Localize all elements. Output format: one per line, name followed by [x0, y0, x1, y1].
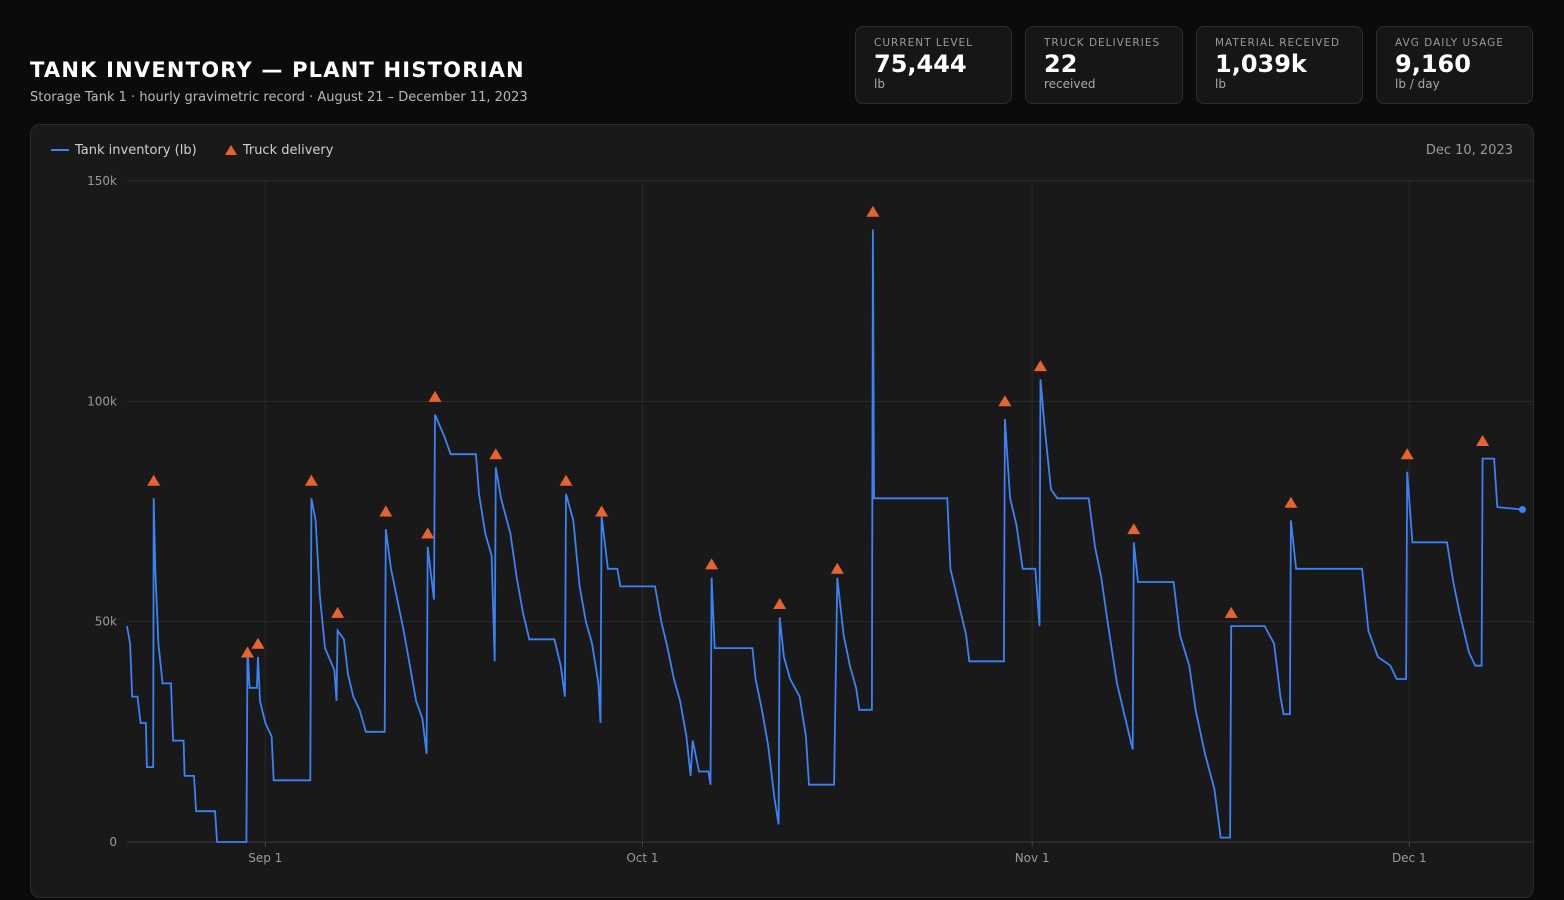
- kpi-value: 22: [1044, 50, 1078, 78]
- x-tick-label: Oct 1: [626, 851, 658, 865]
- page-header: TANK INVENTORY — PLANT HISTORIAN Storage…: [0, 0, 1564, 124]
- delivery-marker: [998, 395, 1012, 407]
- delivery-marker: [251, 637, 265, 649]
- y-tick-label: 50k: [95, 615, 117, 629]
- legend-item-delivery[interactable]: Truck delivery: [224, 143, 334, 158]
- kpi-label: TRUCK DELIVERIES: [1044, 37, 1161, 49]
- kpi-unit: lb: [874, 77, 885, 91]
- delivery-marker: [379, 505, 393, 517]
- kpi-unit: lb: [1215, 77, 1226, 91]
- hover-date-readout: Dec 10, 2023: [1425, 143, 1513, 158]
- delivery-marker: [830, 562, 844, 574]
- line-swatch-icon: [51, 148, 69, 151]
- inventory-series-line: [126, 229, 1523, 843]
- kpi-label: CURRENT LEVEL: [874, 37, 973, 49]
- y-tick-label: 100k: [87, 394, 117, 408]
- kpi-value: 9,160: [1395, 50, 1471, 78]
- kpi-card-material-received: MATERIAL RECEIVED 1,039k lb: [1196, 26, 1363, 104]
- delivery-marker: [1224, 606, 1238, 618]
- delivery-marker: [1476, 435, 1490, 446]
- delivery-marker: [773, 598, 787, 609]
- kpi-label: MATERIAL RECEIVED: [1215, 37, 1341, 49]
- legend-item-inventory[interactable]: Tank inventory (lb): [51, 143, 197, 158]
- delivery-marker: [559, 474, 573, 486]
- delivery-marker: [428, 390, 442, 402]
- x-tick-label: Sep 1: [248, 851, 282, 865]
- kpi-card-truck-deliveries: TRUCK DELIVERIES 22 received: [1025, 26, 1183, 104]
- page-subtitle: Storage Tank 1 · hourly gravimetric reco…: [30, 90, 528, 105]
- chart-panel: Tank inventory (lb) Truck delivery Dec 1…: [30, 124, 1534, 898]
- delivery-marker: [331, 606, 345, 618]
- delivery-marker: [147, 474, 161, 486]
- delivery-marker: [489, 448, 503, 460]
- delivery-marker: [304, 474, 318, 486]
- kpi-card-avg-daily-usage: AVG DAILY USAGE 9,160 lb / day: [1376, 26, 1533, 104]
- page-title: TANK INVENTORY — PLANT HISTORIAN: [30, 58, 525, 82]
- delivery-marker: [595, 505, 609, 517]
- delivery-marker: [866, 205, 880, 217]
- delivery-marker: [1127, 523, 1141, 535]
- x-tick-label: Dec 1: [1392, 851, 1427, 865]
- delivery-marker: [705, 558, 719, 570]
- chart-legend: Tank inventory (lb) Truck delivery: [51, 143, 357, 158]
- inventory-chart[interactable]: 0 50k 100k 150k Sep 1 Oct 1 Nov 1 Dec 1: [31, 125, 1534, 898]
- delivery-marker: [241, 646, 254, 658]
- delivery-marker: [1400, 448, 1414, 460]
- y-tick-label: 0: [109, 835, 117, 849]
- kpi-label: AVG DAILY USAGE: [1395, 37, 1504, 49]
- inventory-endpoint: [1518, 506, 1526, 514]
- kpi-unit: received: [1044, 77, 1096, 91]
- delivery-marker: [421, 527, 435, 539]
- delivery-marker: [1284, 496, 1298, 508]
- x-tick-label: Nov 1: [1015, 851, 1050, 865]
- legend-label-delivery: Truck delivery: [242, 143, 334, 158]
- legend-label-inventory: Tank inventory (lb): [75, 143, 197, 158]
- y-tick-label: 150k: [87, 174, 117, 188]
- triangle-marker-icon: [224, 144, 237, 155]
- delivery-marker: [1034, 360, 1047, 372]
- kpi-value: 75,444: [874, 50, 967, 78]
- kpi-unit: lb / day: [1395, 77, 1440, 91]
- kpi-value: 1,039k: [1215, 50, 1307, 78]
- kpi-card-current-level: CURRENT LEVEL 75,444 lb: [855, 26, 1012, 104]
